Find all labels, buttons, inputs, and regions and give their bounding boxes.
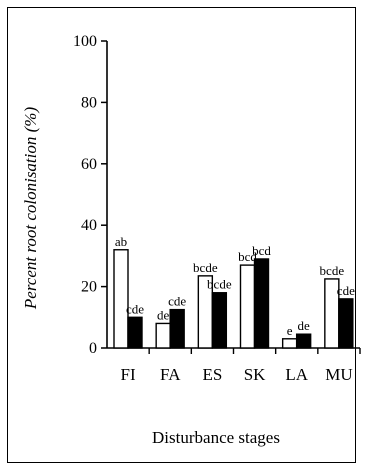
bars	[113, 249, 354, 349]
bar-filled	[295, 333, 312, 349]
bar-filled	[127, 316, 143, 349]
chart-frame	[7, 7, 356, 463]
data-label: cde	[168, 294, 186, 309]
data-label: bcde	[193, 260, 218, 275]
bar-filled	[338, 298, 354, 349]
x-tick-label: ES	[202, 365, 222, 384]
y-tick-label: 0	[89, 340, 97, 357]
y-tick-label: 100	[73, 33, 97, 50]
bar-open	[113, 249, 129, 349]
bar-filled	[253, 258, 270, 349]
data-label: cde	[337, 283, 355, 298]
y-tick-label: 40	[81, 217, 97, 234]
data-label: bcde	[207, 277, 232, 292]
bar-filled	[169, 308, 185, 349]
data-label: ab	[115, 234, 127, 249]
y-tick-label: 60	[81, 156, 97, 173]
x-tick-label: FI	[121, 365, 136, 384]
x-tick-label: SK	[244, 365, 266, 384]
y-tick-label: 80	[81, 94, 97, 111]
y-axis-title: Percent root colonisation (%)	[21, 107, 40, 311]
x-axis-title: Disturbance stages	[152, 428, 280, 447]
bar-open	[155, 322, 171, 349]
data-label: e	[287, 323, 293, 338]
data-label: bcd	[252, 243, 271, 258]
x-tick-label: FA	[160, 365, 181, 384]
x-tick-label: MU	[325, 365, 352, 384]
y-tick-label: 20	[81, 279, 97, 296]
x-tick-label: LA	[285, 365, 308, 384]
data-label: de	[157, 307, 170, 322]
bar-open	[281, 338, 298, 349]
bar-open	[239, 264, 256, 349]
data-label: de	[298, 318, 311, 333]
bar-filled	[211, 292, 228, 349]
axes: 0 20 40 60 80 100 FI FA ES SK LA MU	[73, 33, 361, 384]
data-label: bcd	[238, 249, 257, 264]
data-label: bcde	[320, 263, 345, 278]
data-label: cde	[126, 301, 144, 316]
